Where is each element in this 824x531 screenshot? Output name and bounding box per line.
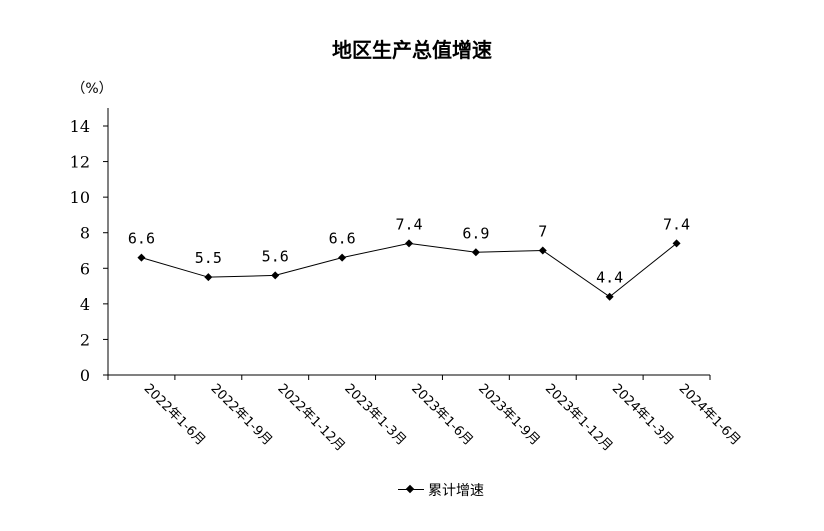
legend: 累计增速 bbox=[398, 480, 484, 500]
data-point bbox=[405, 239, 413, 248]
y-tick-label: 8 bbox=[80, 224, 90, 243]
data-point bbox=[204, 273, 213, 282]
x-category-label: 2024年1-6月 bbox=[676, 381, 743, 448]
y-tick-label: 10 bbox=[70, 188, 90, 207]
y-tick-label: 4 bbox=[80, 295, 90, 314]
legend-label: 累计增速 bbox=[428, 483, 484, 499]
legend-marker bbox=[398, 484, 424, 496]
chart-title: 地区生产总值增速 bbox=[332, 38, 492, 62]
x-category-label: 2022年1-12月 bbox=[274, 381, 347, 454]
data-label: 6.9 bbox=[462, 224, 489, 242]
data-label: 5.5 bbox=[195, 249, 222, 267]
data-label: 6.6 bbox=[329, 230, 356, 248]
data-point bbox=[471, 248, 480, 257]
data-point bbox=[605, 292, 614, 301]
data-label: 7.4 bbox=[395, 215, 422, 233]
data-point bbox=[338, 253, 347, 262]
y-tick-label: 14 bbox=[70, 117, 90, 136]
y-tick-label: 12 bbox=[70, 153, 90, 172]
data-point bbox=[271, 271, 280, 280]
x-category-label: 2022年1-9月 bbox=[208, 381, 275, 448]
data-point bbox=[538, 246, 547, 255]
data-label: 6.6 bbox=[128, 230, 155, 248]
data-point bbox=[137, 253, 146, 262]
data-point bbox=[672, 239, 681, 248]
data-label: 7.4 bbox=[663, 215, 690, 233]
data-label: 5.6 bbox=[262, 247, 289, 265]
data-label: 4.4 bbox=[596, 269, 623, 287]
x-category-label: 2023年1-12月 bbox=[542, 381, 615, 454]
data-label: 7 bbox=[538, 223, 547, 241]
y-tick-label: 0 bbox=[80, 366, 90, 385]
y-tick-label: 2 bbox=[80, 330, 90, 349]
x-category-label: 2024年1-3月 bbox=[609, 381, 676, 448]
y-axis-unit: （%） bbox=[71, 81, 112, 97]
x-category-label: 2023年1-6月 bbox=[408, 381, 475, 448]
x-category-label: 2023年1-9月 bbox=[475, 381, 542, 448]
y-tick-label: 6 bbox=[80, 259, 90, 278]
x-category-label: 2023年1-3月 bbox=[341, 381, 408, 448]
x-category-label: 2022年1-6月 bbox=[141, 381, 208, 448]
